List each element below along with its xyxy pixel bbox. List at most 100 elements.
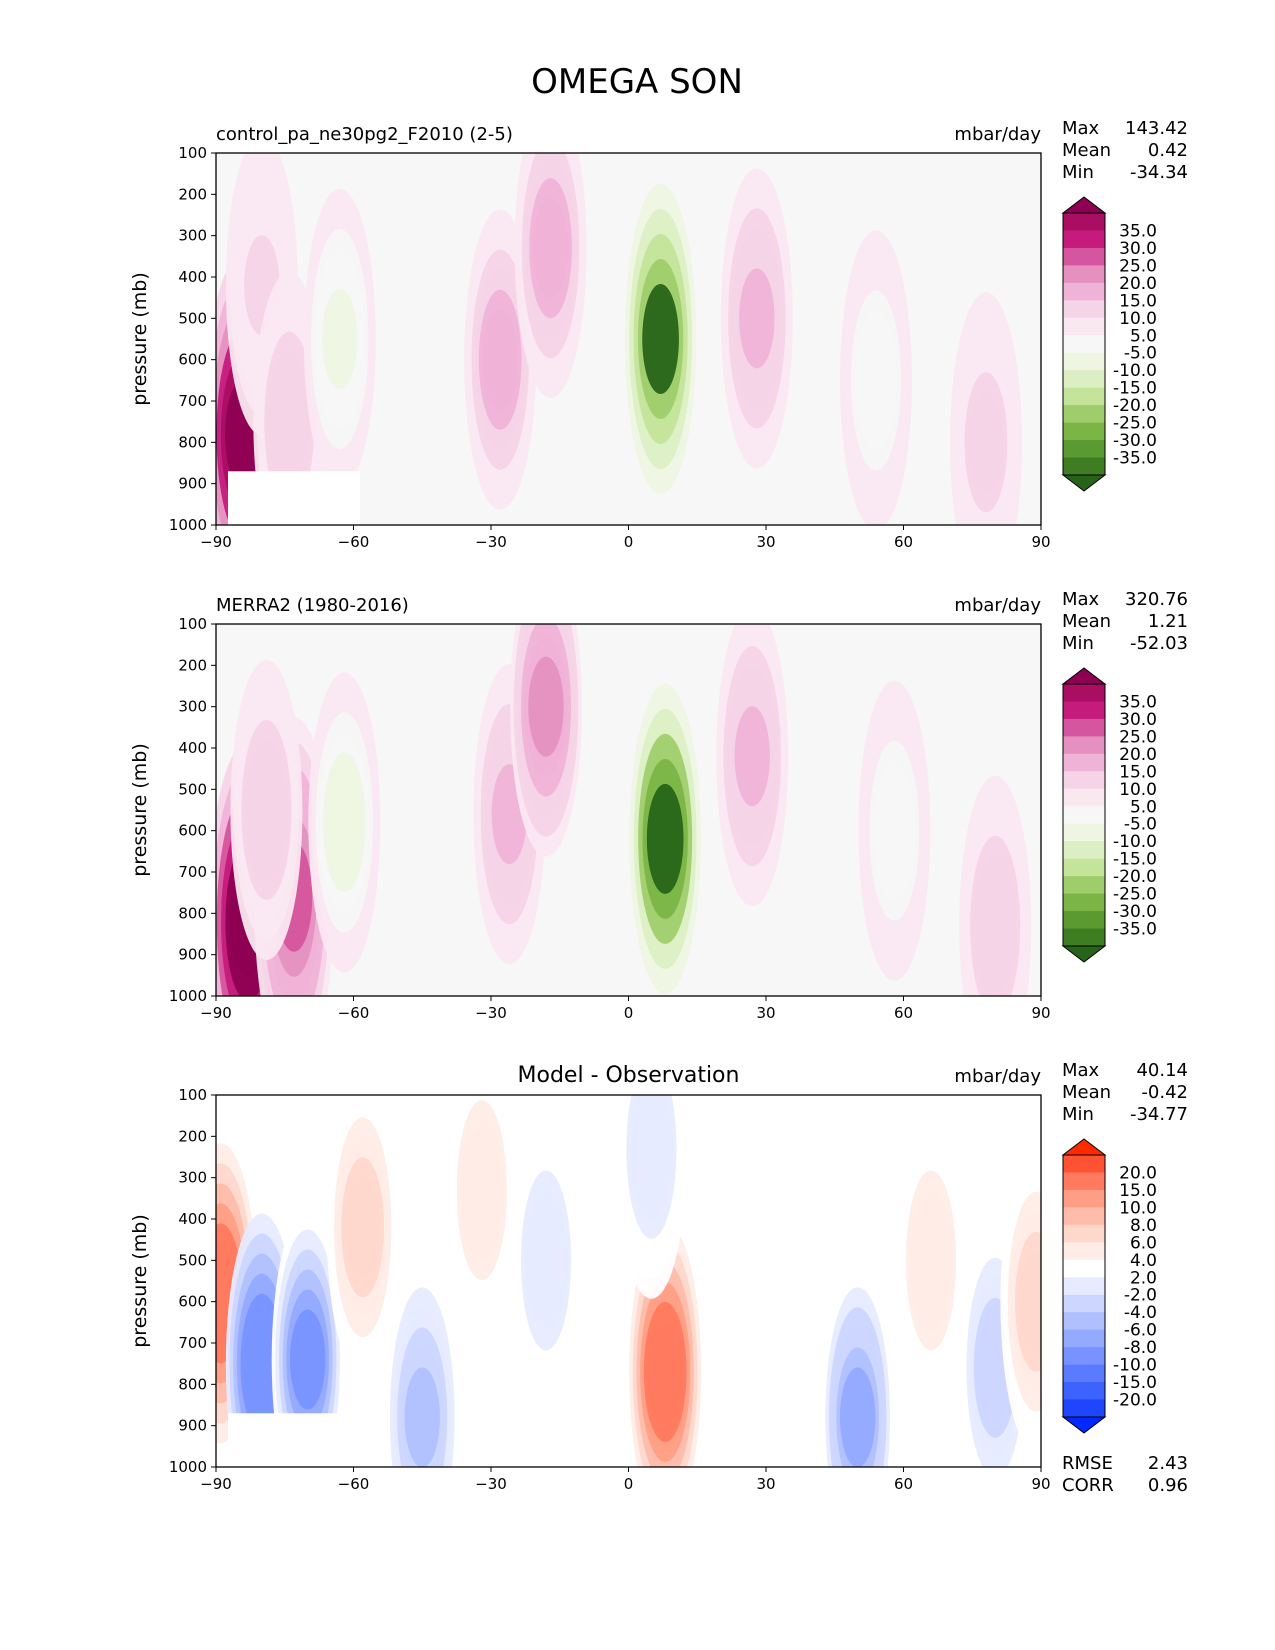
contour-diff-6-ring-1 xyxy=(528,1210,564,1311)
colorbar-band xyxy=(1063,230,1105,249)
stat-mean-value: 0.42 xyxy=(1148,140,1188,161)
colorbar-band xyxy=(1063,1294,1105,1313)
colorbar-label: 10.0 xyxy=(1119,309,1157,329)
y-tick-label: 700 xyxy=(178,392,207,410)
colorbar-band xyxy=(1063,1347,1105,1366)
y-tick-label: 1000 xyxy=(169,1458,207,1476)
colorbar-band xyxy=(1063,1172,1105,1191)
colorbar-label: -6.0 xyxy=(1124,1321,1157,1341)
colorbar-band xyxy=(1063,352,1105,371)
colorbar-band xyxy=(1063,893,1105,912)
colorbar-band xyxy=(1063,247,1105,266)
panel-diff: Model - Observation mbar/day −90 −60 −30 0 30 6… xyxy=(129,1060,1188,1496)
y-tick-label: 200 xyxy=(178,656,207,674)
metric-rmse-value: 2.43 xyxy=(1148,1453,1188,1474)
colorbar-band xyxy=(1063,1277,1105,1296)
colorbar-label: 25.0 xyxy=(1119,727,1157,747)
contour-fields xyxy=(216,153,1022,525)
colorbar-band xyxy=(1063,1312,1105,1331)
colorbar-label: -30.0 xyxy=(1113,431,1157,451)
x-tick-label: −90 xyxy=(200,533,232,551)
x-tick-label: 90 xyxy=(1031,1004,1050,1022)
contour-diff-9-ring-1 xyxy=(840,1367,876,1467)
x-tick-label: 90 xyxy=(1031,533,1050,551)
stat-min-value: -34.77 xyxy=(1130,1104,1188,1125)
x-tick-label: 0 xyxy=(624,1004,634,1022)
colorbar-label: -10.0 xyxy=(1113,1356,1157,1376)
metric-corr-label: CORR xyxy=(1062,1475,1114,1496)
colorbar-band xyxy=(1063,841,1105,860)
colorbar-label: 6.0 xyxy=(1130,1233,1157,1253)
y-axis-label: pressure (mb) xyxy=(129,272,151,406)
contour-diff-7-ring-1 xyxy=(647,1321,683,1422)
x-tick-label: −60 xyxy=(338,1475,370,1493)
colorbar-band xyxy=(1063,1224,1105,1243)
colorbar-band xyxy=(1063,771,1105,790)
colorbar-frame xyxy=(1062,212,1106,476)
y-tick-label: 800 xyxy=(178,904,207,922)
y-tick-label: 500 xyxy=(178,780,207,798)
y-tick-label: 500 xyxy=(178,1251,207,1269)
colorbar: 20.015.010.08.06.04.02.0-2.0-4.0-6.0-8.0… xyxy=(1061,1138,1157,1434)
colorbar-band xyxy=(1063,718,1105,737)
colorbar-band xyxy=(1063,684,1105,702)
y-tick-label: 700 xyxy=(178,863,207,881)
colorbar-band xyxy=(1063,300,1105,319)
colorbar-label: -15.0 xyxy=(1113,1373,1157,1393)
panel-center-title: Model - Observation xyxy=(518,1063,740,1088)
stat-min-label: Min xyxy=(1062,1104,1094,1125)
colorbar-label: 10.0 xyxy=(1119,780,1157,800)
x-tick-label: −30 xyxy=(475,533,507,551)
colorbar-band xyxy=(1063,1399,1105,1418)
panel-left-title: MERRA2 (1980-2016) xyxy=(216,595,409,616)
colorbar-extend-top xyxy=(1061,196,1107,214)
contour-ref-5-ring-1 xyxy=(528,656,564,757)
stat-min-label: Min xyxy=(1062,633,1094,654)
x-tick-label: −90 xyxy=(200,1004,232,1022)
contour-diff-3-ring-1 xyxy=(345,1177,381,1278)
x-tick-label: −60 xyxy=(338,1004,370,1022)
y-tick-label: 100 xyxy=(178,615,207,633)
colorbar-band xyxy=(1063,1242,1105,1261)
metric-rmse-label: RMSE xyxy=(1062,1453,1113,1474)
x-tick-label: −60 xyxy=(338,533,370,551)
y-tick-label: 1000 xyxy=(169,987,207,1005)
colorbar: 35.030.025.020.015.010.05.0-5.0-10.0-15.… xyxy=(1061,196,1157,492)
stat-max-value: 40.14 xyxy=(1136,1060,1188,1081)
colorbar-label: -15.0 xyxy=(1113,379,1157,399)
y-tick-label: 200 xyxy=(178,1127,207,1145)
y-tick-label: 400 xyxy=(178,739,207,757)
colorbar-label: -2.0 xyxy=(1124,1286,1157,1306)
colorbar-band xyxy=(1063,317,1105,336)
stat-max-label: Max xyxy=(1062,589,1100,610)
colorbar-label: -35.0 xyxy=(1113,920,1157,940)
colorbar-label: 10.0 xyxy=(1119,1198,1157,1218)
colorbar-band xyxy=(1063,701,1105,720)
contour-fields xyxy=(216,624,1032,996)
colorbar-label: -5.0 xyxy=(1124,344,1157,364)
colorbar-band xyxy=(1063,335,1105,354)
colorbar-label: 15.0 xyxy=(1119,1181,1157,1201)
stat-max-label: Max xyxy=(1062,118,1100,139)
contour-test-7-ring-1 xyxy=(739,268,775,369)
units-label: mbar/day xyxy=(954,1066,1041,1087)
contour-diff-8-ring-1 xyxy=(633,1098,670,1199)
stat-max-value: 320.76 xyxy=(1125,589,1188,610)
colorbar-band xyxy=(1063,806,1105,825)
x-tick-label: 0 xyxy=(624,533,634,551)
stat-max-value: 143.42 xyxy=(1125,118,1188,139)
colorbar-label: -25.0 xyxy=(1113,885,1157,905)
colorbar-label: -30.0 xyxy=(1113,902,1157,922)
y-tick-label: 500 xyxy=(178,309,207,327)
y-axis-label: pressure (mb) xyxy=(129,1214,151,1348)
colorbar-band xyxy=(1063,282,1105,301)
stat-max-label: Max xyxy=(1062,1060,1100,1081)
stat-mean-value: -0.42 xyxy=(1141,1082,1188,1103)
metric-corr-value: 0.96 xyxy=(1148,1475,1188,1496)
y-tick-label: 300 xyxy=(178,698,207,716)
units-label: mbar/day xyxy=(954,124,1041,145)
y-tick-label: 800 xyxy=(178,433,207,451)
colorbar-frame xyxy=(1062,1154,1106,1418)
colorbar-label: 35.0 xyxy=(1119,692,1157,712)
x-tick-label: 90 xyxy=(1031,1475,1050,1493)
